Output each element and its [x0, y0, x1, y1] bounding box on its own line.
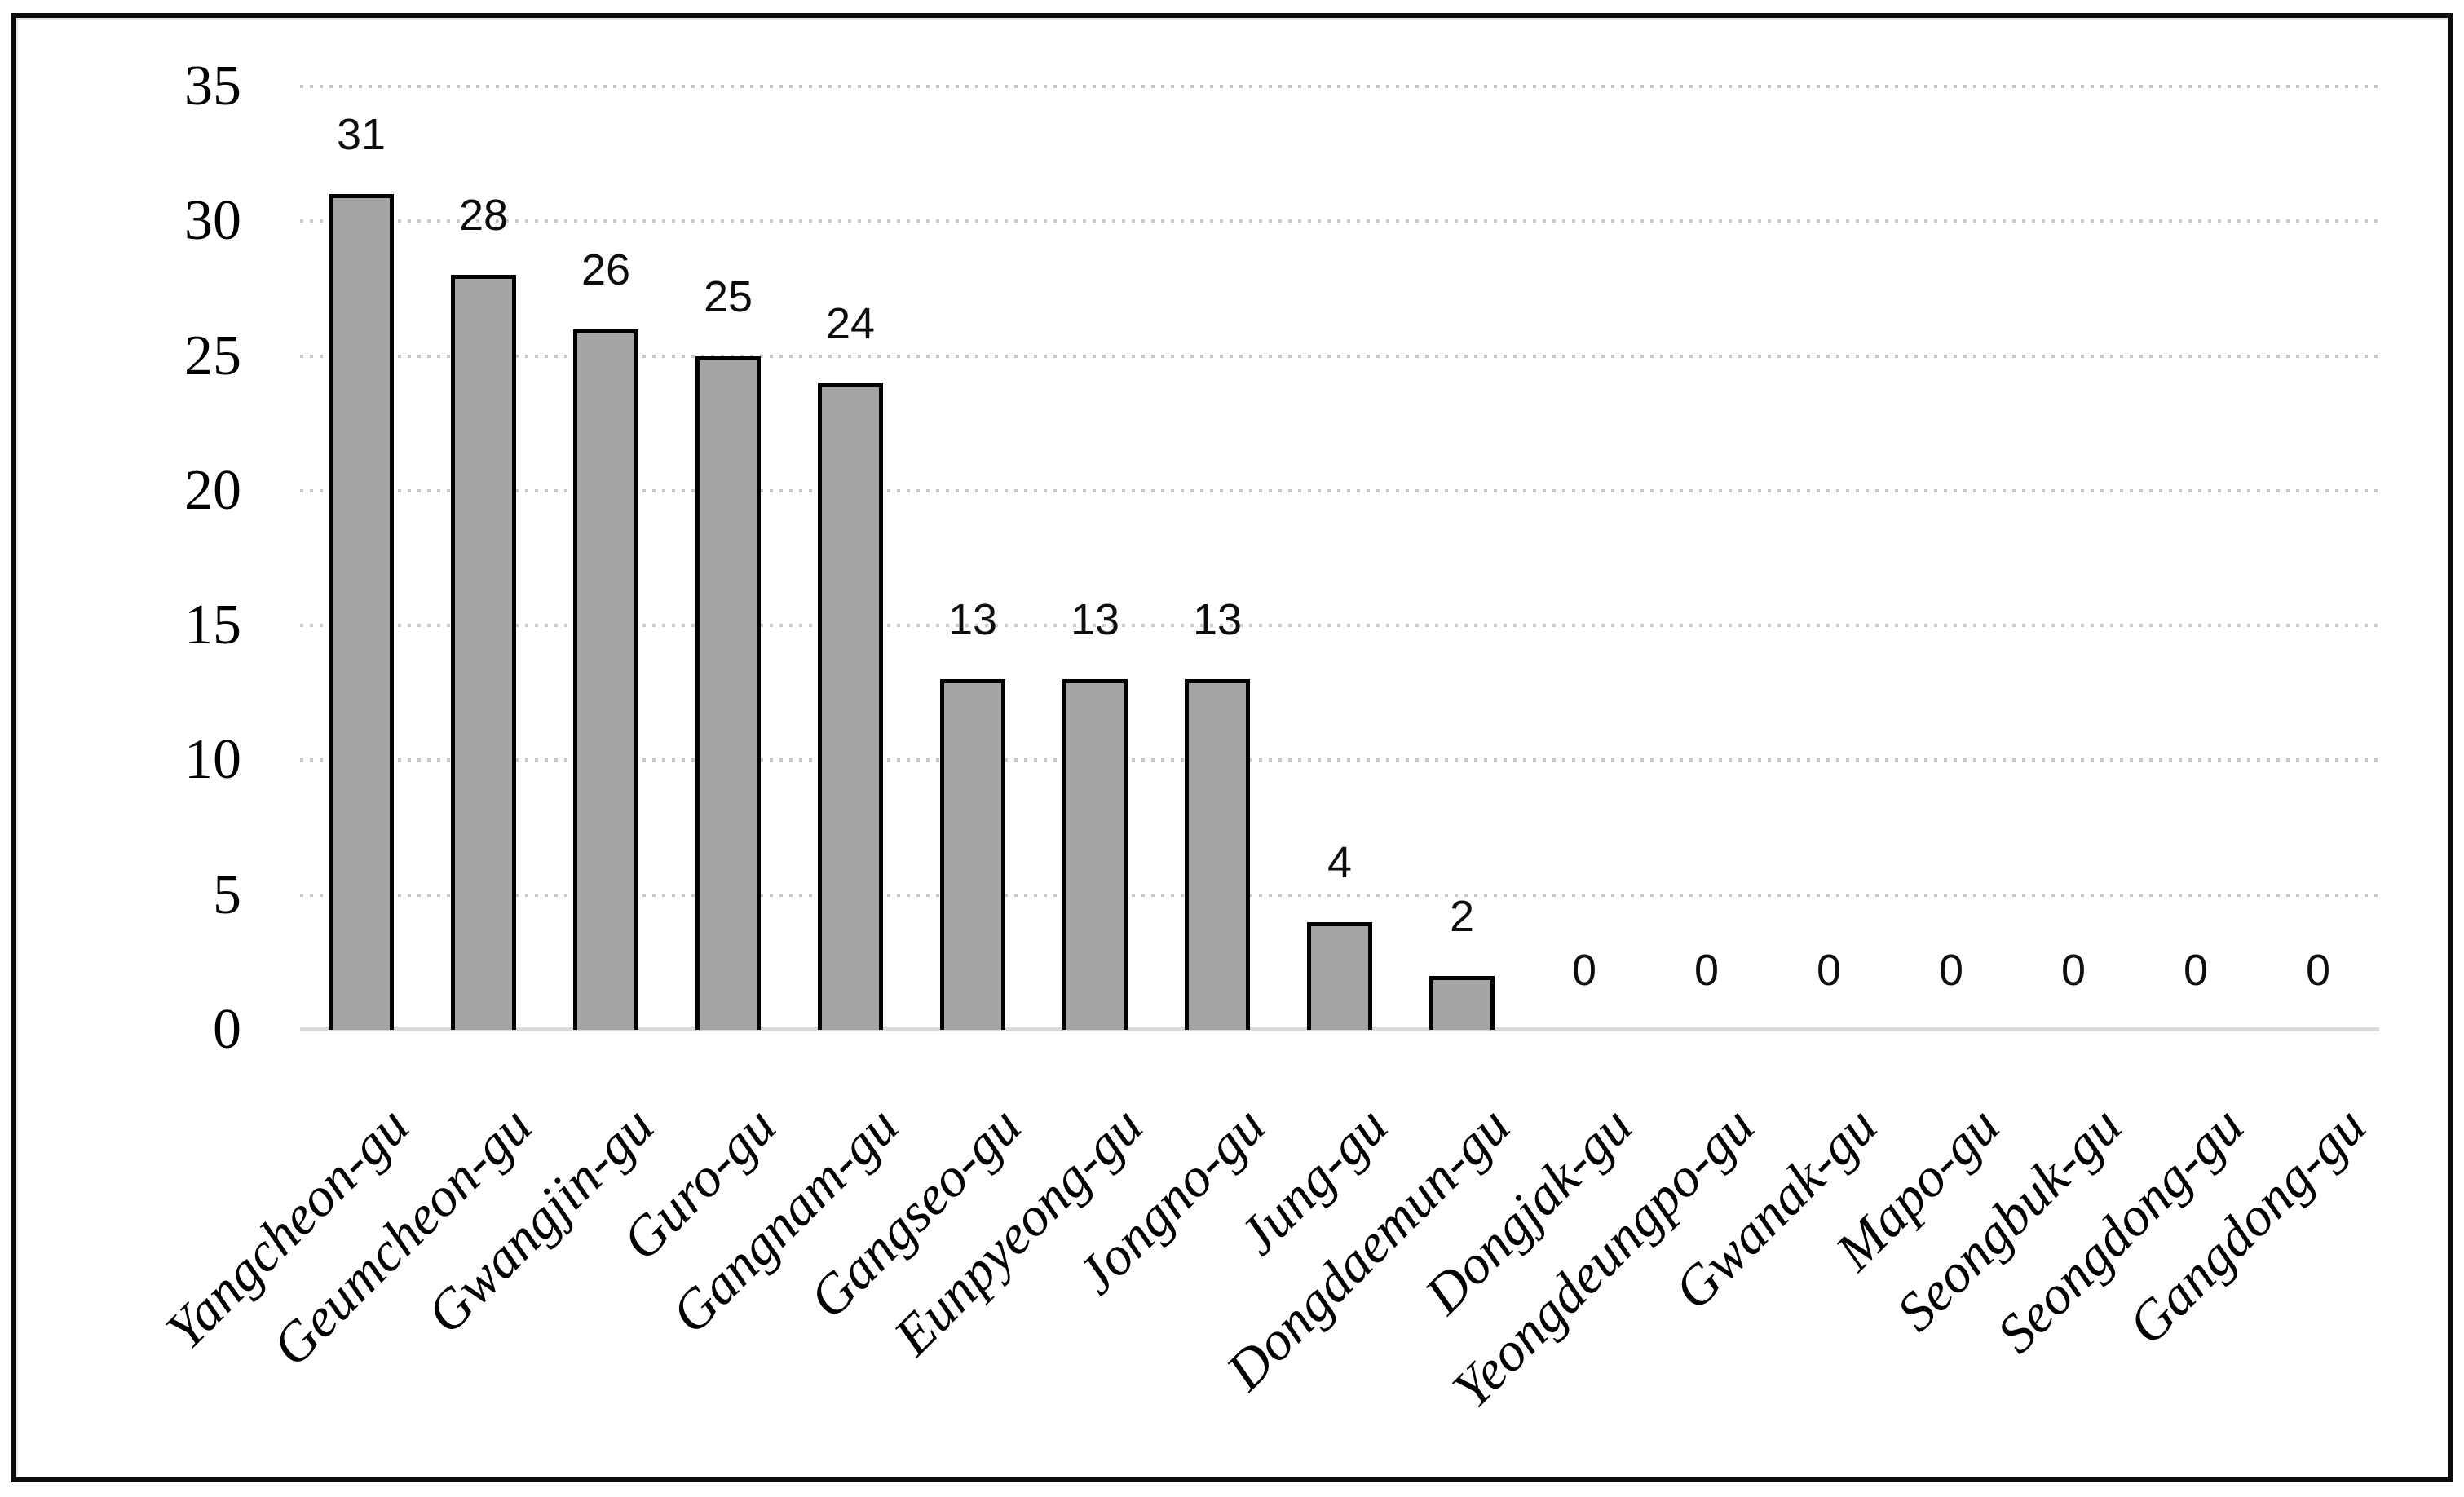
bar-value-label: 0	[2060, 946, 2086, 995]
bar	[818, 382, 883, 1030]
y-tick-label: 35	[184, 55, 241, 117]
bar-slot: 26	[545, 86, 667, 1030]
bar-slot: 0	[1890, 86, 2012, 1030]
y-tick-label: 30	[184, 189, 241, 253]
y-axis: 0 5 10 15 20 25 30 35	[0, 0, 241, 1142]
bar-value-label: 13	[1070, 595, 1120, 645]
bar	[329, 194, 394, 1030]
bar-value-label: 13	[947, 595, 998, 645]
bar-value-label: 0	[2305, 946, 2331, 995]
bar-slot: 24	[789, 86, 912, 1030]
bar-slot: 13	[1034, 86, 1156, 1030]
bar-value-label: 13	[1192, 595, 1243, 645]
y-tick-label: 20	[184, 458, 241, 522]
y-tick-label: 10	[184, 728, 241, 792]
gridline	[300, 893, 2379, 897]
gridline	[300, 624, 2379, 628]
bar-slot: 0	[2135, 86, 2257, 1030]
x-axis: Yangcheon-gu Geumcheon-gu Gwangjin-gu Guro-…	[154, 1030, 2379, 1482]
bar-value-label: 0	[1693, 946, 1720, 995]
bar-value-label: 24	[825, 298, 876, 348]
y-tick-label: 0	[213, 998, 241, 1061]
bar-slot: 28	[422, 86, 545, 1030]
bar-slot: 25	[667, 86, 789, 1030]
bar-value-label: 0	[1816, 946, 1842, 995]
bar-slot: 0	[2012, 86, 2135, 1030]
bar-value-label: 31	[336, 110, 386, 160]
bar-value-label: 2	[1449, 891, 1475, 941]
bar-slot: 4	[1278, 86, 1401, 1030]
bar-value-label: 0	[1938, 946, 1964, 995]
gridline	[300, 219, 2379, 223]
bar-slot: 0	[1768, 86, 1890, 1030]
bar-value-label: 0	[2183, 946, 2209, 995]
bar-slot: 0	[1523, 86, 1645, 1030]
bar	[695, 355, 761, 1030]
gridline	[300, 758, 2379, 762]
bar-value-label: 0	[1571, 946, 1597, 995]
bar-slot: 13	[912, 86, 1034, 1030]
bar-value-label: 4	[1327, 837, 1353, 887]
bar-slot: 0	[2257, 86, 2379, 1030]
y-tick-label: 15	[184, 594, 241, 657]
y-tick-label: 25	[184, 324, 241, 387]
gridline	[300, 354, 2379, 358]
bar	[1062, 679, 1128, 1030]
bar	[1429, 975, 1495, 1030]
bar	[1185, 679, 1250, 1030]
gridline	[300, 488, 2379, 492]
bar-slot: 2	[1401, 86, 1523, 1030]
bar-slot: 31	[300, 86, 422, 1030]
bar	[940, 679, 1005, 1030]
plot-area: 31 28 26 25 24 13 13 13 4 2 0 0 0 0 0 0 0	[300, 85, 2379, 1031]
bar-value-label: 26	[581, 245, 631, 294]
bar-slot: 13	[1156, 86, 1278, 1030]
bar-value-label: 25	[703, 272, 753, 321]
bar-slot: 0	[1645, 86, 1768, 1030]
bar	[451, 275, 516, 1030]
bar	[573, 329, 638, 1030]
gridline	[300, 85, 2379, 89]
y-tick-label: 5	[213, 863, 241, 926]
bar-value-label: 28	[458, 191, 509, 241]
bar	[1307, 921, 1372, 1030]
